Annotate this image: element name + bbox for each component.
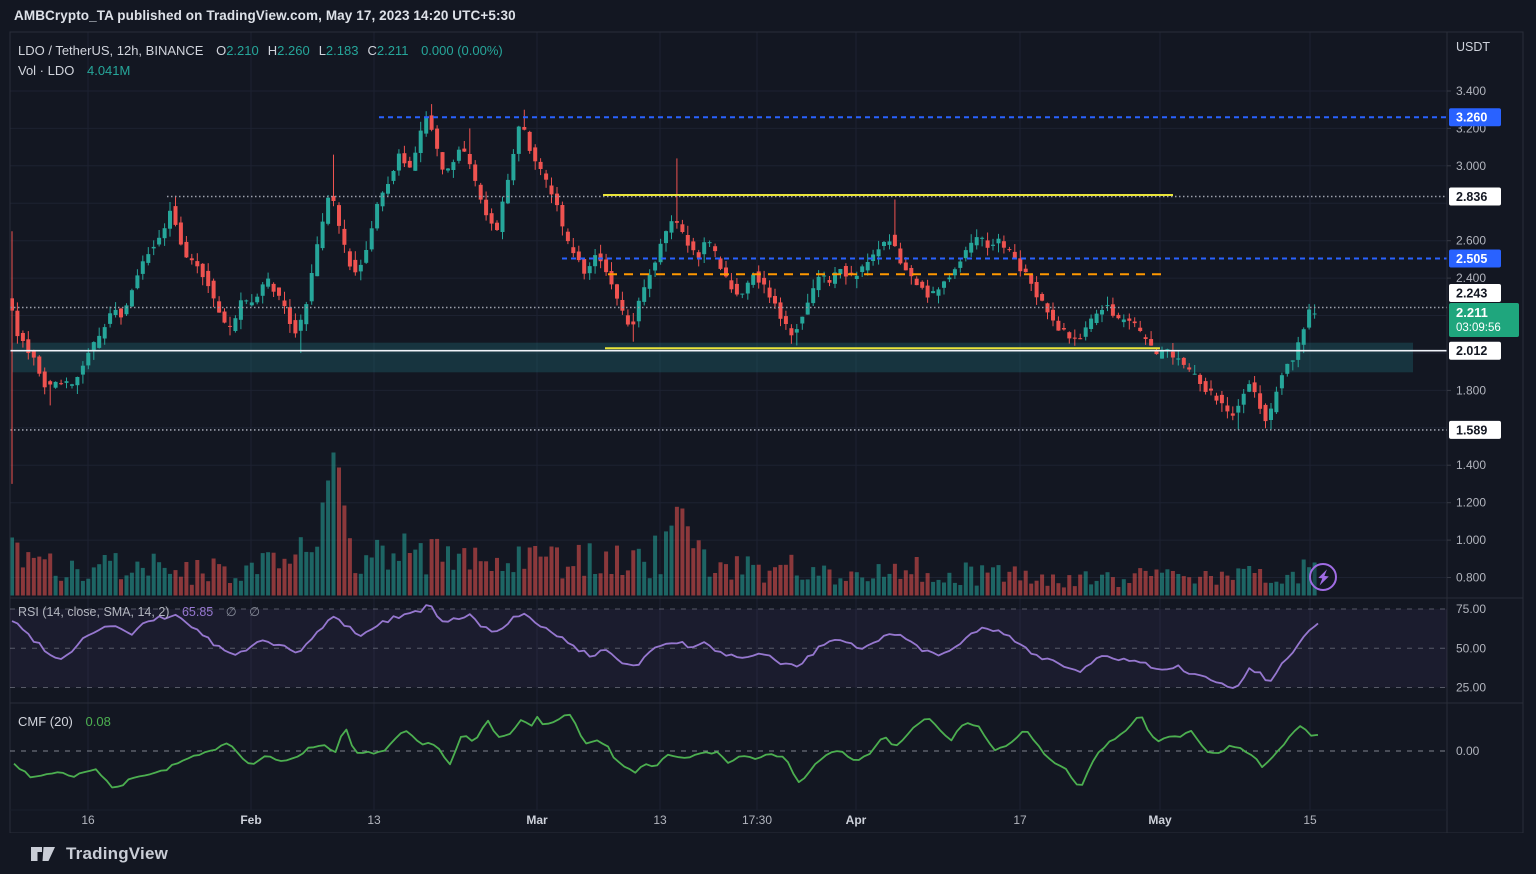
drawn-levels (10, 116, 1447, 431)
rsi-line (11, 604, 1319, 689)
svg-text:3.000: 3.000 (1456, 159, 1486, 173)
rsi-pane (10, 604, 1447, 689)
svg-text:25.00: 25.00 (1456, 681, 1486, 695)
volume-legend: Vol · LDO 4.041M (18, 63, 130, 78)
svg-text:2.400: 2.400 (1456, 271, 1486, 285)
svg-text:3.260: 3.260 (1456, 111, 1487, 125)
svg-text:13: 13 (653, 813, 667, 827)
ohlc-label: C (367, 43, 377, 58)
svg-text:May: May (1148, 813, 1172, 827)
publication-header: AMBCrypto_TA published on TradingView.co… (14, 8, 516, 23)
svg-text:2.505: 2.505 (1456, 252, 1487, 266)
symbol-title: LDO / TetherUS, 12h, BINANCE (18, 43, 204, 58)
price-axis[interactable]: USDT3.4003.2003.0002.6002.4001.8001.4001… (1447, 40, 1490, 758)
svg-text:2.600: 2.600 (1456, 234, 1486, 248)
lightning-icon (1317, 568, 1329, 586)
svg-text:1.800: 1.800 (1456, 383, 1486, 397)
svg-text:3.400: 3.400 (1456, 84, 1486, 98)
svg-text:2.211: 2.211 (1456, 305, 1488, 320)
svg-text:03:09:56: 03:09:56 (1456, 322, 1501, 334)
svg-text:1.200: 1.200 (1456, 496, 1486, 510)
rsi-label: RSI (14, close, SMA, 14, 2) (18, 605, 170, 619)
volume-label: Vol · LDO (18, 63, 75, 78)
svg-text:17:30: 17:30 (742, 813, 772, 827)
svg-text:16: 16 (81, 813, 95, 827)
svg-text:Apr: Apr (846, 813, 867, 827)
cmf-value: 0.08 (85, 714, 111, 729)
rsi-empty-2: ∅ (249, 605, 260, 619)
ohlc-value: 2.183 (325, 43, 359, 58)
svg-text:0.800: 0.800 (1456, 571, 1486, 585)
lightning-button[interactable] (1309, 563, 1337, 591)
svg-text:13: 13 (367, 813, 381, 827)
svg-text:USDT: USDT (1456, 40, 1490, 54)
ohlc-value: 2.211 (376, 43, 409, 58)
ohlc-label: L (318, 43, 326, 58)
cmf-pane (10, 713, 1447, 789)
symbol-legend: LDO / TetherUS, 12h, BINANCE O2.210 H2.26… (18, 43, 503, 58)
svg-text:1.000: 1.000 (1456, 533, 1486, 547)
svg-text:2.243: 2.243 (1456, 287, 1487, 301)
price-grid (10, 90, 1447, 578)
axis-badges: 3.260 2.836 2.505 2.243 2.211 03:09:56 2.012 1.… (1449, 108, 1519, 439)
brand-name[interactable]: TradingView (66, 843, 169, 863)
svg-text:1.400: 1.400 (1456, 458, 1486, 472)
time-grid (87, 32, 1311, 810)
svg-text:0.00: 0.00 (1456, 744, 1480, 758)
candlestick-series (10, 104, 1317, 484)
rsi-value: 65.85 (181, 605, 214, 619)
volume-series (10, 452, 1317, 596)
cmf-label: CMF (20) (18, 714, 73, 729)
svg-text:17: 17 (1013, 813, 1027, 827)
svg-text:15: 15 (1303, 813, 1317, 827)
ohlc-value: 2.260 (277, 43, 310, 58)
volume-value: 4.041M (86, 63, 131, 78)
svg-text:75.00: 75.00 (1456, 602, 1486, 616)
rsi-legend: RSI (14, close, SMA, 14, 2) 65.85 ∅ ∅ (18, 604, 260, 619)
demand-zone (12, 342, 1413, 373)
cmf-line (13, 713, 1318, 789)
svg-text:50.00: 50.00 (1456, 641, 1486, 655)
footer-bar: TradingView (0, 833, 1536, 874)
ohlc-label: H (267, 43, 278, 58)
change-value: 0.000 (0.00%) (421, 43, 503, 58)
rsi-empty-1: ∅ (225, 605, 237, 619)
ohlc-values: O2.210 H2.260 L2.183 C2.211 (216, 43, 417, 58)
ohlc-value: 2.210 (226, 43, 259, 58)
svg-text:1.589: 1.589 (1456, 423, 1487, 437)
svg-text:2.012: 2.012 (1456, 344, 1487, 358)
tradingview-logo[interactable] (30, 844, 56, 864)
svg-text:Mar: Mar (526, 813, 548, 827)
ohlc-label: O (216, 43, 227, 58)
time-axis[interactable]: 16 Feb 13 Mar 13 17:30 Apr 17 May 15 (81, 813, 1317, 827)
svg-text:2.836: 2.836 (1456, 190, 1487, 204)
cmf-legend: CMF (20) 0.08 (18, 714, 111, 729)
svg-text:Feb: Feb (240, 813, 261, 827)
pane-borders (9, 31, 1524, 834)
